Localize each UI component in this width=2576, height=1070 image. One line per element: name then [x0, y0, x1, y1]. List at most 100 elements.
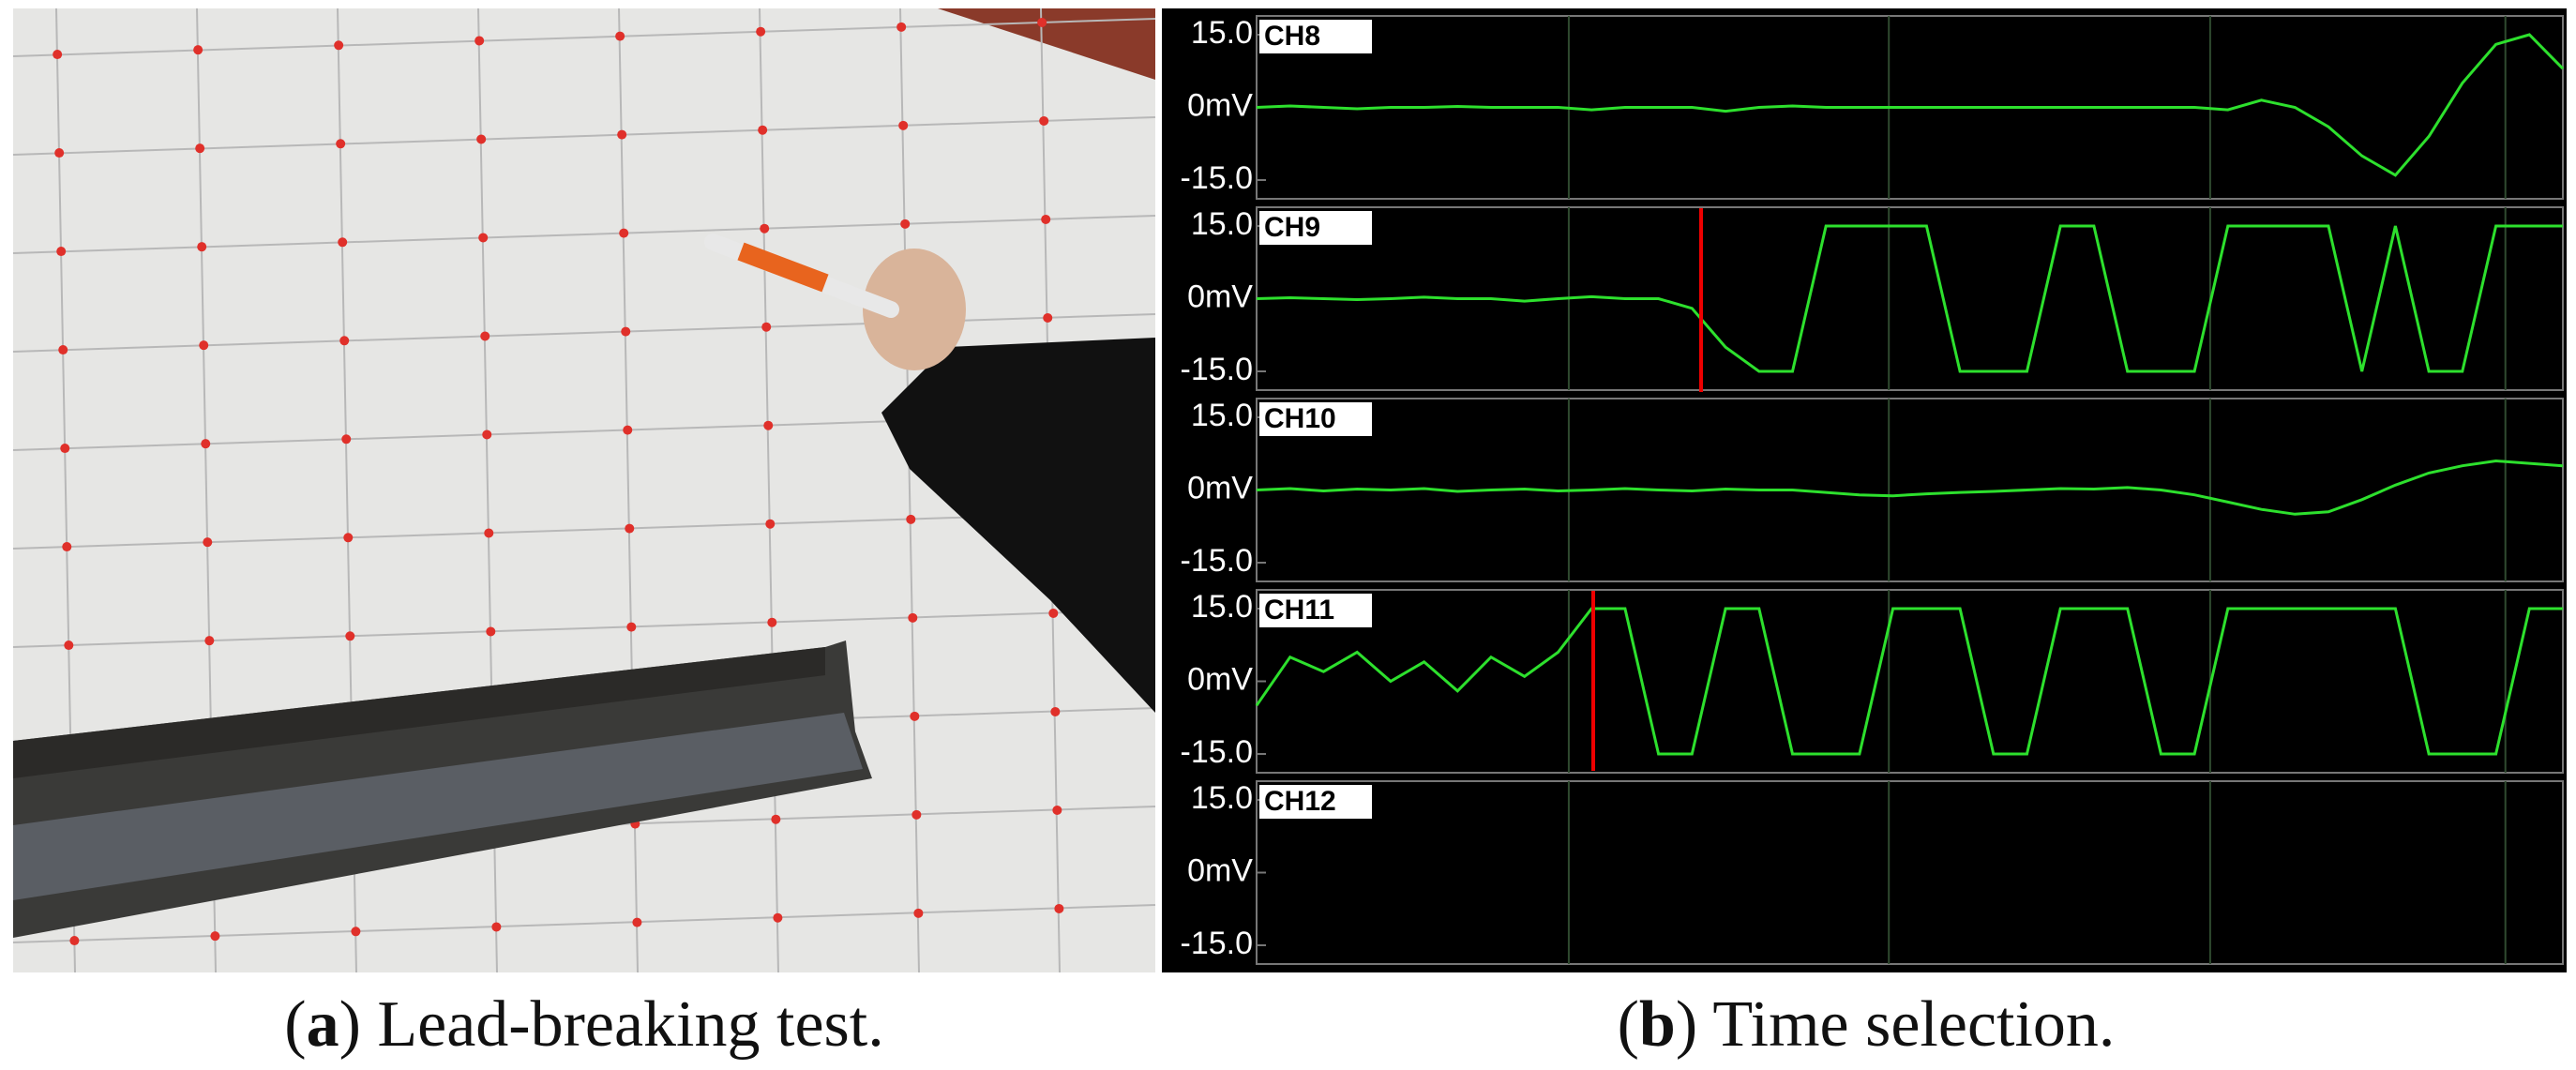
waveform: [1256, 33, 2565, 177]
red-dot: [906, 514, 916, 524]
caption-part: b: [1639, 988, 1676, 1061]
red-dot: [1052, 805, 1062, 815]
caption-part: (: [284, 988, 306, 1061]
red-dot: [900, 219, 911, 229]
y-tick-label: -15.0: [1181, 926, 1254, 961]
red-dot: [210, 931, 220, 942]
red-dot: [1037, 17, 1047, 27]
red-dot: [1043, 312, 1053, 323]
wall-corner: [938, 8, 1155, 80]
red-dot: [475, 36, 485, 46]
y-tick-label: 15.0: [1191, 206, 1253, 242]
red-dot: [760, 223, 770, 234]
trench-edge: [13, 647, 825, 778]
caption-b: (b) Time selection.: [1618, 988, 2116, 1061]
red-dot: [195, 143, 205, 154]
y-tick-label: -15.0: [1181, 543, 1254, 579]
y-tick-label: 15.0: [1191, 589, 1253, 625]
channel-label-box: [1259, 211, 1372, 245]
waveform: [1255, 607, 2563, 756]
channel-label-box: [1259, 785, 1372, 819]
red-dot: [621, 326, 631, 337]
y-tick-label: 15.0: [1191, 780, 1253, 816]
pen-band: [737, 242, 829, 293]
red-dot: [767, 617, 777, 627]
y-tick-label: 0mV: [1187, 279, 1253, 314]
wall-grid: [759, 8, 779, 973]
red-dot: [896, 22, 907, 32]
red-dot: [56, 247, 67, 257]
red-dot: [1050, 706, 1061, 716]
caption-a: (a) Lead-breaking test.: [284, 988, 883, 1061]
waveform: [1256, 224, 2563, 373]
y-tick-label: -15.0: [1181, 734, 1254, 770]
channel-label: CH12: [1264, 786, 1336, 817]
red-dot: [336, 139, 346, 149]
red-dot: [763, 420, 774, 430]
red-dot: [193, 45, 203, 55]
red-dot: [617, 129, 627, 140]
red-dot: [1054, 903, 1064, 913]
red-dot: [771, 814, 781, 824]
channel-label-box: [1259, 20, 1372, 53]
red-dot: [60, 444, 70, 454]
red-dot: [64, 640, 74, 651]
red-dot: [623, 425, 633, 435]
red-dot: [1048, 608, 1059, 618]
channel-label: CH9: [1264, 212, 1320, 243]
red-dot: [334, 40, 344, 51]
caption-part: ) Time selection.: [1676, 988, 2116, 1061]
red-dot: [343, 533, 354, 543]
red-dot: [345, 631, 355, 641]
waveform: [1256, 459, 2564, 516]
red-dot: [625, 523, 635, 534]
red-dot: [203, 537, 213, 548]
red-dot: [758, 125, 768, 135]
caption-part: a: [307, 988, 339, 1061]
y-tick-label: -15.0: [1181, 160, 1254, 196]
trench-fill: [13, 713, 863, 900]
y-tick-label: 0mV: [1187, 470, 1253, 505]
wall-grid: [12, 609, 1156, 648]
red-dot: [197, 242, 207, 252]
red-dot: [756, 26, 766, 37]
red-dot: [341, 434, 352, 445]
red-dot: [199, 340, 209, 351]
red-dot: [898, 120, 909, 130]
red-dot: [1041, 214, 1051, 224]
red-dot: [54, 148, 65, 158]
red-dot: [908, 612, 918, 623]
red-dot: [69, 936, 80, 946]
red-dot: [58, 345, 68, 355]
red-dot: [913, 908, 924, 918]
red-dot: [615, 31, 625, 41]
red-dot: [632, 917, 642, 927]
channel-label-box: [1259, 402, 1372, 436]
red-dot: [476, 134, 487, 144]
arm: [881, 338, 1155, 713]
red-dot: [480, 331, 490, 341]
wall-grid: [12, 18, 1156, 57]
wall-grid: [12, 904, 1156, 943]
channel-label: CH10: [1264, 403, 1336, 434]
caption-part: (: [1618, 988, 1639, 1061]
red-dot: [773, 912, 783, 923]
red-dot: [911, 809, 922, 820]
red-dot: [619, 228, 629, 238]
red-dot: [53, 50, 63, 60]
red-dot: [486, 626, 496, 637]
red-dot: [491, 922, 502, 932]
red-dot: [201, 439, 211, 449]
y-tick-label: 15.0: [1191, 15, 1253, 51]
red-dot: [204, 636, 215, 646]
channel-label: CH11: [1264, 595, 1334, 625]
caption-part: ) Lead-breaking test.: [339, 988, 884, 1061]
channel-label: CH8: [1264, 21, 1320, 52]
red-dot: [339, 336, 350, 346]
red-dot: [910, 711, 920, 721]
red-dot: [1039, 115, 1049, 126]
y-tick-label: -15.0: [1181, 352, 1254, 387]
red-dot: [478, 233, 489, 243]
